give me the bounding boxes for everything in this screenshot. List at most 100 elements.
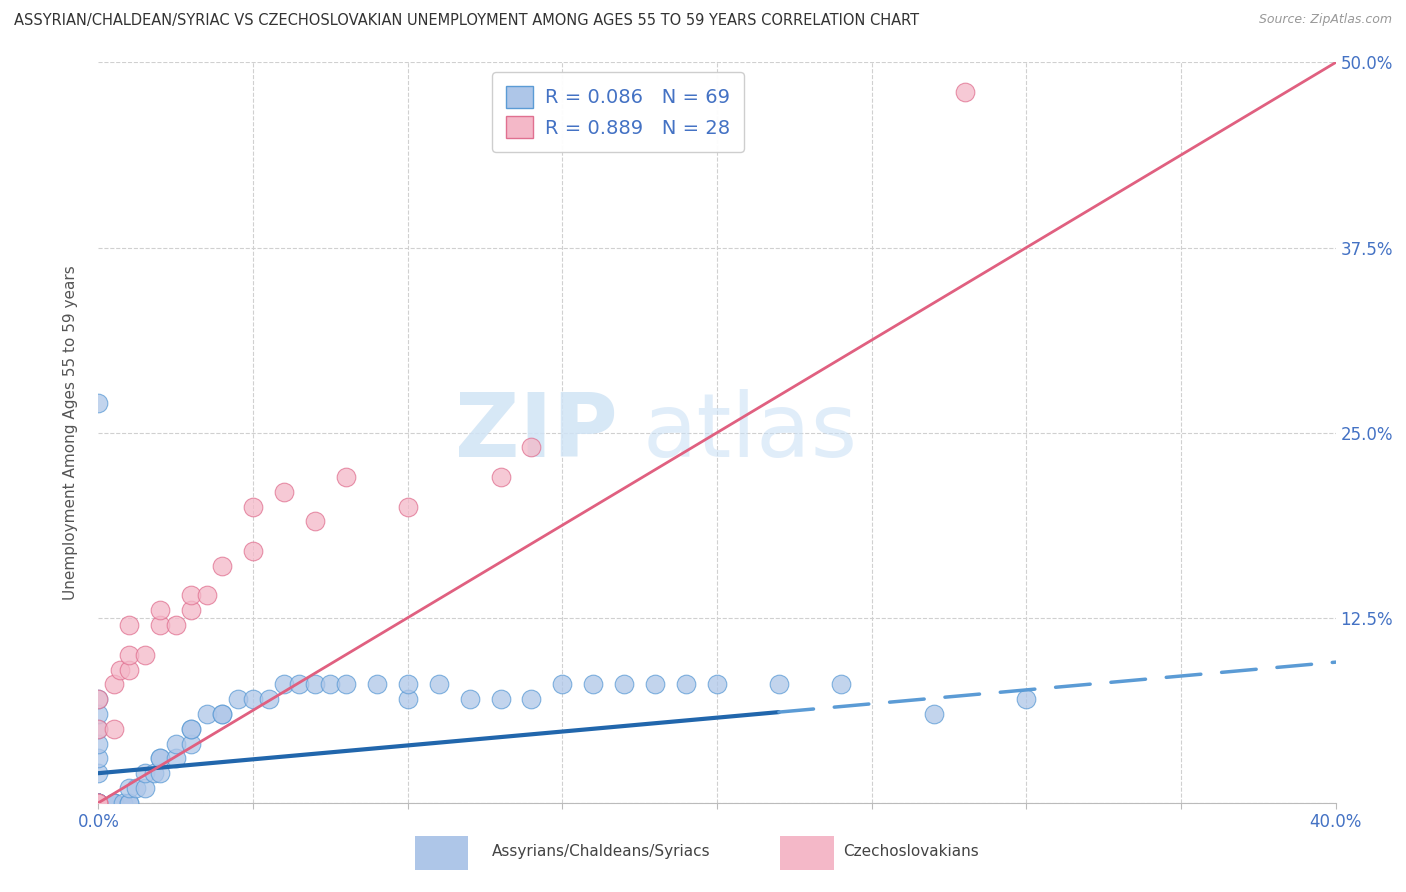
Point [87,796,110,810]
Point [180,589,202,603]
Point [87,796,110,810]
Point [103,722,125,736]
Point [87,796,110,810]
Point [706,677,728,691]
Text: Assyrians/Chaldeans/Syriacs: Assyrians/Chaldeans/Syriacs [492,845,710,859]
Point [87,796,110,810]
Point [103,677,125,691]
Point [87,796,110,810]
Point [520,441,543,455]
Point [87,796,110,810]
Point [108,663,131,677]
Point [149,603,172,617]
Point [922,706,945,721]
Point [335,470,357,484]
Point [273,484,295,499]
FancyBboxPatch shape [402,828,481,878]
Point [242,500,264,514]
Point [242,692,264,706]
Point [520,692,543,706]
Point [87,796,110,810]
Point [335,677,357,691]
Point [103,796,125,810]
Point [304,515,326,529]
Point [134,766,156,780]
Point [489,470,512,484]
Point [124,780,146,795]
Point [165,737,187,751]
Point [87,796,110,810]
Point [87,796,110,810]
Point [87,722,110,736]
Point [551,677,574,691]
Text: Source: ZipAtlas.com: Source: ZipAtlas.com [1258,13,1392,27]
Point [242,544,264,558]
Point [458,692,481,706]
Point [180,737,202,751]
Point [613,677,636,691]
Point [149,618,172,632]
Point [87,692,110,706]
Point [195,706,218,721]
Point [768,677,790,691]
Point [489,692,512,706]
Point [226,692,249,706]
Point [87,796,110,810]
Point [319,677,342,691]
Point [180,722,202,736]
Point [165,618,187,632]
Point [87,796,110,810]
Point [103,796,125,810]
Point [582,677,605,691]
Point [304,677,326,691]
Point [87,796,110,810]
Point [644,677,666,691]
Point [87,796,110,810]
Point [211,558,233,573]
Point [675,677,697,691]
Point [118,796,141,810]
Point [87,796,110,810]
Point [134,648,156,662]
Point [396,500,419,514]
Point [1015,692,1038,706]
Text: Czechoslovakians: Czechoslovakians [844,845,980,859]
Point [87,692,110,706]
Text: ASSYRIAN/CHALDEAN/SYRIAC VS CZECHOSLOVAKIAN UNEMPLOYMENT AMONG AGES 55 TO 59 YEA: ASSYRIAN/CHALDEAN/SYRIAC VS CZECHOSLOVAK… [14,13,920,29]
Point [830,677,852,691]
Point [211,706,233,721]
Point [396,677,419,691]
Point [87,737,110,751]
Point [87,751,110,765]
Legend: R = 0.086   N = 69, R = 0.889   N = 28: R = 0.086 N = 69, R = 0.889 N = 28 [492,72,744,152]
Point [149,751,172,765]
Text: atlas: atlas [643,389,858,476]
Point [87,706,110,721]
Point [87,766,110,780]
Point [288,677,311,691]
Point [87,796,110,810]
Point [257,692,280,706]
Point [87,396,110,410]
Point [87,722,110,736]
Point [118,648,141,662]
Point [112,796,135,810]
Point [87,796,110,810]
Point [165,751,187,765]
Point [118,780,141,795]
Point [118,618,141,632]
Point [180,603,202,617]
Point [143,766,166,780]
Point [273,677,295,691]
FancyBboxPatch shape [768,828,848,878]
Point [180,722,202,736]
Point [195,589,218,603]
Point [953,85,976,99]
Point [211,706,233,721]
Y-axis label: Unemployment Among Ages 55 to 59 years: Unemployment Among Ages 55 to 59 years [63,265,77,600]
Point [427,677,450,691]
Text: ZIP: ZIP [456,389,619,476]
Point [118,796,141,810]
Point [103,796,125,810]
Point [134,780,156,795]
